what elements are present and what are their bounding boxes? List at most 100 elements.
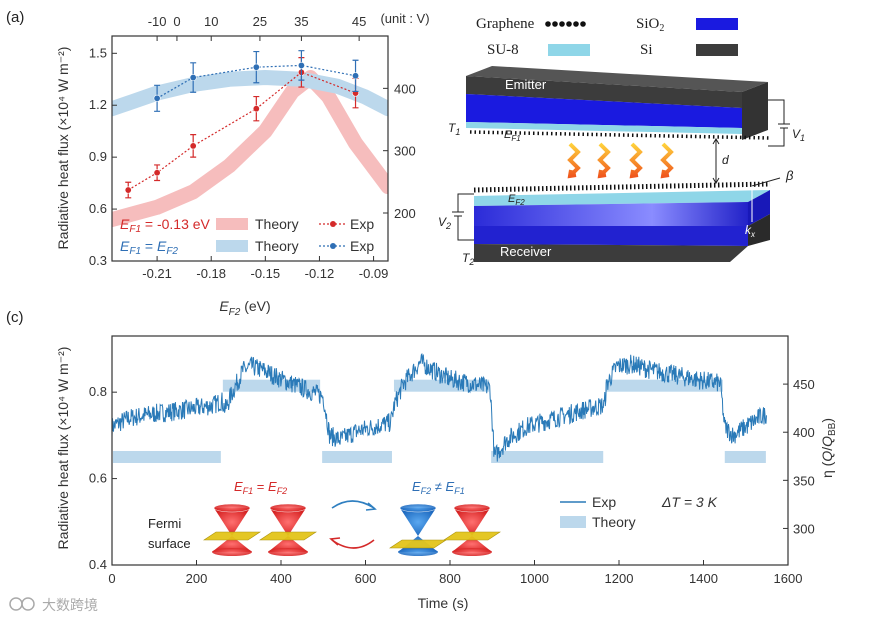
receiver-si: [474, 244, 748, 262]
cone-upper-rim: [399, 503, 437, 513]
material-legend: Graphene SiO2 SU-8 Si: [476, 16, 738, 58]
emitter-si-top: [466, 66, 768, 92]
emitter-side: [742, 82, 768, 140]
panel-a-y-ticks: 0.3 0.6 0.9 1.2 1.5: [89, 45, 117, 268]
legend-red-exp: Exp: [350, 216, 374, 232]
gap-label: d: [722, 153, 729, 167]
y2-tick-label: 400: [793, 425, 815, 440]
si-swatch: [696, 44, 738, 56]
arrow-back: [331, 539, 375, 549]
legend-red-theory: Theory: [255, 216, 299, 232]
top-tick-label: 0: [173, 14, 180, 29]
x-tick-label: -0.15: [251, 266, 281, 281]
fermi-label-line2: surface: [148, 536, 191, 551]
legend-theory-label: Theory: [592, 514, 636, 530]
data-point-red: [153, 169, 161, 177]
panel-c-x-label: Time (s): [418, 595, 469, 611]
legend-exp-label: Exp: [592, 494, 616, 510]
legend-blue-label: EF1 = EF2: [120, 238, 178, 257]
x-tick-label: 800: [439, 571, 461, 586]
top-tick-label: 25: [253, 14, 267, 29]
data-point-blue: [352, 72, 360, 80]
heat-wave-3: [629, 142, 643, 179]
y-tick-label: 0.3: [89, 253, 107, 268]
x-tick-label: 1200: [605, 571, 634, 586]
delta-t-annotation: ΔT = 3 K: [661, 494, 718, 510]
legend-su8-label: SU-8: [487, 42, 519, 58]
receiver-ef2-label: EF2: [508, 193, 525, 207]
dirac-cone-red-2: [259, 503, 317, 556]
cone-upper: [270, 508, 306, 536]
dirac-cone-red-3: [443, 503, 501, 556]
data-point-red: [124, 186, 132, 194]
v1-label: V1: [792, 127, 805, 143]
neq-label: EF2 ≠ EF1: [412, 479, 465, 496]
panel-c-y2-label: η (Q/QBB): [819, 418, 838, 478]
y2-tick-label: 450: [793, 377, 815, 392]
v2-label: V2: [438, 215, 451, 231]
panel-a-legend: EF1 = -0.13 eV Theory Exp EF1 = EF2 Theo…: [120, 216, 374, 257]
x-tick-label: -0.21: [142, 266, 172, 281]
cone-upper: [400, 508, 436, 536]
graphene-swatch: [545, 21, 586, 27]
y-tick-label: 1.2: [89, 97, 107, 112]
legend-si-label: Si: [640, 42, 653, 58]
data-point-blue: [297, 61, 305, 69]
x-tick-label: 1400: [689, 571, 718, 586]
panel-a-frame: [111, 35, 389, 262]
x-tick-label: -0.09: [359, 266, 389, 281]
fermi-plane: [259, 531, 317, 541]
panel-a-y2-ticks: 200 300 400: [383, 81, 416, 221]
y2-tick-label: 300: [793, 521, 815, 536]
theory-step: [113, 450, 221, 463]
panel-a-top-ticks: -10 0 10 25 35 45: [148, 14, 366, 41]
theory-band-red: [112, 70, 388, 227]
cone-lower-rim: [212, 548, 252, 556]
theory-step: [491, 450, 604, 463]
theory-band-blue: [112, 70, 388, 117]
watermark: 大数跨境: [9, 597, 98, 613]
cone-upper-rim: [453, 503, 491, 513]
legend-blue-theory-swatch: [216, 240, 248, 252]
x-tick-label: 600: [355, 571, 377, 586]
cone-lower: [452, 536, 492, 552]
panel-c-y-label: Radiative heat flux (×10⁴ W m⁻²): [55, 347, 71, 550]
fermi-surface-inset: Fermi surface EF1 = EF2 EF2 ≠ EF1: [148, 479, 501, 556]
emitter-su8: [466, 122, 742, 134]
experiment-trace: [111, 352, 767, 462]
emitter-ef1-label: EF1: [504, 129, 521, 143]
panel-c-label: (c): [6, 309, 24, 326]
receiver-stack: Receiver EF2 V2 T2 β kx: [438, 168, 794, 267]
theory-step: [322, 450, 392, 463]
receiver-label: Receiver: [500, 244, 552, 259]
y-tick-label: 0.6: [89, 471, 107, 486]
panel-c-y2-ticks: 300 350 400 450: [783, 377, 815, 536]
emitter-si-front: [466, 76, 742, 108]
legend-blue-theory: Theory: [255, 238, 299, 254]
kx-label: kx: [745, 223, 756, 239]
y2-tick-label: 200: [394, 206, 416, 221]
exp-trace-line: [111, 352, 767, 462]
fermi-plane: [443, 531, 501, 541]
panel-a-x-ticks: -0.21 -0.18 -0.15 -0.12 -0.09: [142, 256, 388, 281]
x-tick-label: 200: [186, 571, 208, 586]
emitter-sio2: [466, 94, 742, 128]
data-point-red: [189, 142, 197, 150]
emitter-label: Emitter: [505, 77, 547, 92]
data-point-blue: [153, 94, 161, 102]
top-axis-unit: (unit : V): [380, 11, 429, 26]
panel-a-chart: (a) -0.21 -0.18 -0.15 -0.12 -0.09 0.3 0.6 0.9 1…: [6, 9, 430, 318]
watermark-text: 大数跨境: [42, 597, 98, 613]
top-tick-label: 35: [294, 14, 308, 29]
su8-swatch: [548, 44, 590, 56]
panel-a-x-label: EF2 (eV): [219, 298, 270, 318]
eq-label: EF1 = EF2: [234, 479, 287, 496]
legend-blue-exp-marker: [330, 243, 336, 249]
t2-label: T2: [462, 251, 474, 267]
arrow-forward: [331, 500, 375, 509]
beta-axis: [751, 177, 781, 187]
y-tick-label: 0.6: [89, 201, 107, 216]
beta-label: β: [785, 168, 794, 183]
top-tick-label: -10: [148, 14, 167, 29]
